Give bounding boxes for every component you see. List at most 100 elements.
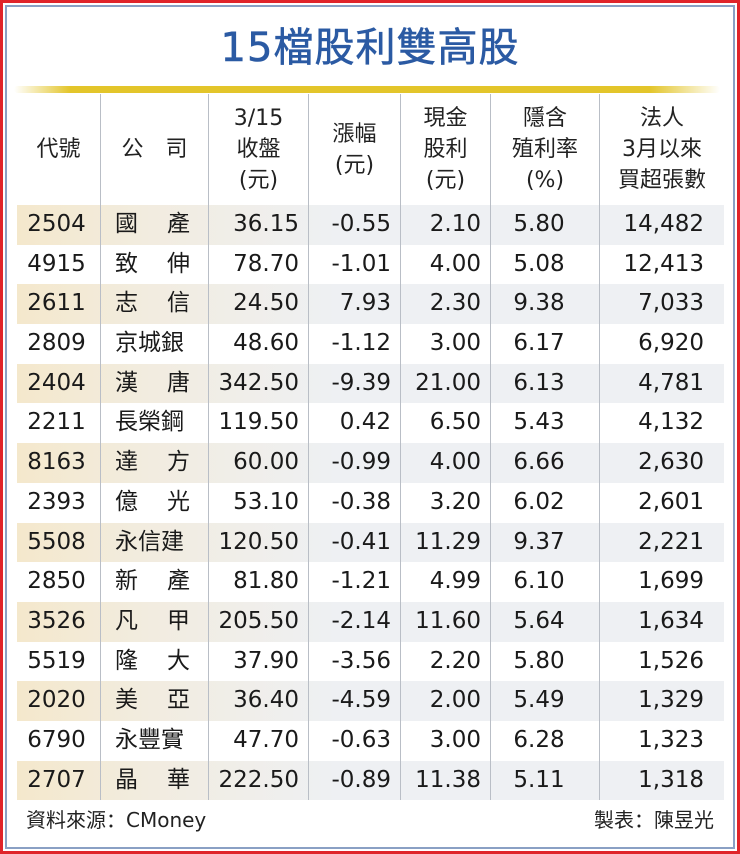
table-row: 2404 漢唐 342.50 -9.39 21.00 6.13 4,781 (17, 363, 724, 404)
price-change: -0.63 (308, 720, 400, 761)
institutional-net-buy: 1,329 (599, 681, 724, 721)
company-char: 國 (115, 211, 138, 237)
company-char: 產 (167, 568, 190, 595)
stock-code: 3526 (27, 607, 86, 634)
table-row: 2020 美亞 36.40 -4.59 2.00 5.49 1,329 (17, 681, 724, 721)
close-price: 36.15 (208, 205, 308, 245)
table-row: 2504 國產 36.15 -0.55 2.10 5.80 14,482 (17, 205, 724, 245)
institutional-net-buy: 2,601 (599, 482, 724, 523)
stock-code: 2504 (27, 211, 86, 237)
institutional-net-buy: 4,781 (599, 363, 724, 404)
dividend-yield: 6.66 (490, 443, 599, 483)
company-text: 永信建 (115, 528, 184, 555)
close-price: 222.50 (208, 760, 308, 801)
dividend-yield: 6.13 (490, 363, 599, 404)
price-change: 7.93 (308, 284, 400, 325)
cash-dividend: 21.00 (400, 363, 490, 404)
company-name: 億光 (100, 482, 208, 523)
close-price: 205.50 (208, 601, 308, 642)
price-change: -0.89 (308, 760, 400, 801)
table-row: 5519 隆大 37.90 -3.56 2.20 5.80 1,526 (17, 641, 724, 682)
price-change: -0.55 (308, 205, 400, 245)
stock-code: 2404 (27, 369, 86, 396)
cash-dividend: 6.50 (400, 403, 490, 444)
company-char: 華 (167, 766, 190, 793)
dividend-yield: 5.11 (490, 760, 599, 801)
table-row: 4915 致伸 78.70 -1.01 4.00 5.08 12,413 (17, 244, 724, 285)
dividend-yield: 6.17 (490, 324, 599, 364)
stock-code: 5508 (27, 528, 86, 555)
institutional-net-buy: 1,318 (599, 760, 724, 801)
table-body: 2504 國產 36.15 -0.55 2.10 5.80 14,482 4915 致伸 78.7… (17, 205, 724, 801)
cash-dividend: 3.20 (400, 482, 490, 523)
company-char: 達 (115, 449, 138, 476)
close-price: 37.90 (208, 641, 308, 682)
company-char: 漢 (115, 369, 138, 396)
header-code: 代號 (36, 137, 81, 162)
cash-dividend: 11.29 (400, 522, 490, 563)
cash-dividend: 2.30 (400, 284, 490, 325)
dividend-yield: 5.43 (490, 403, 599, 444)
table-row: 6790 永豐實 47.70 -0.63 3.00 6.28 1,323 (17, 720, 724, 761)
dividend-yield: 5.64 (490, 601, 599, 642)
institutional-net-buy: 12,413 (599, 244, 724, 285)
company-char: 新 (115, 568, 138, 595)
title-underline (14, 86, 720, 93)
price-change: -1.01 (308, 244, 400, 285)
stock-code: 4915 (27, 250, 86, 277)
institutional-net-buy: 4,132 (599, 403, 724, 444)
institutional-net-buy: 7,033 (599, 284, 724, 325)
company-char: 光 (167, 488, 190, 515)
company-char: 志 (115, 290, 138, 317)
table-row: 2393 億光 53.10 -0.38 3.20 6.02 2,601 (17, 482, 724, 523)
stock-code: 2809 (27, 330, 86, 357)
cash-dividend: 4.99 (400, 562, 490, 602)
stock-code: 2611 (27, 290, 86, 317)
company-name: 晶華 (100, 760, 208, 801)
table-row: 2850 新產 81.80 -1.21 4.99 6.10 1,699 (17, 562, 724, 602)
price-change: -9.39 (308, 363, 400, 404)
table-row: 8163 達方 60.00 -0.99 4.00 6.66 2,630 (17, 443, 724, 483)
company-char: 隆 (115, 647, 138, 674)
price-change: -0.41 (308, 522, 400, 563)
company-text: 京城銀 (115, 330, 184, 357)
dividend-yield: 6.28 (490, 720, 599, 761)
cash-dividend: 2.10 (400, 205, 490, 245)
header-company: 公 司 (100, 94, 208, 205)
cash-dividend: 3.00 (400, 324, 490, 364)
institutional-net-buy: 1,323 (599, 720, 724, 761)
company-name: 漢唐 (100, 363, 208, 404)
header-yield: 隱含 殖利率 (%) (490, 94, 599, 205)
cash-dividend: 3.00 (400, 720, 490, 761)
stock-code: 2850 (27, 568, 86, 595)
company-name: 長榮鋼 (100, 403, 208, 444)
cash-dividend: 4.00 (400, 244, 490, 285)
institutional-net-buy: 14,482 (599, 205, 724, 245)
source-note: 資料來源：CMoney (26, 808, 207, 832)
stock-code: 2211 (27, 409, 86, 436)
table-row: 2211 長榮鋼 119.50 0.42 6.50 5.43 4,132 (17, 403, 724, 444)
institutional-net-buy: 6,920 (599, 324, 724, 364)
price-change: -4.59 (308, 681, 400, 721)
company-char: 億 (115, 488, 138, 515)
price-change: -1.21 (308, 562, 400, 602)
company-name: 京城銀 (100, 324, 208, 364)
close-price: 342.50 (208, 363, 308, 404)
cash-dividend: 2.20 (400, 641, 490, 682)
dividend-yield: 9.37 (490, 522, 599, 563)
cash-dividend: 4.00 (400, 443, 490, 483)
page-title: 15檔股利雙高股 (220, 25, 520, 72)
institutional-net-buy: 1,634 (599, 601, 724, 642)
close-price: 119.50 (208, 403, 308, 444)
dividend-yield: 5.80 (490, 641, 599, 682)
cash-dividend: 11.60 (400, 601, 490, 642)
table-row: 2611 志信 24.50 7.93 2.30 9.38 7,033 (17, 284, 724, 325)
company-name: 國產 (100, 205, 208, 245)
close-price: 120.50 (208, 522, 308, 563)
institutional-net-buy: 2,221 (599, 522, 724, 563)
company-char: 亞 (167, 687, 190, 714)
table-row: 2809 京城銀 48.60 -1.12 3.00 6.17 6,920 (17, 324, 724, 364)
stock-code: 6790 (27, 726, 86, 753)
header-dividend: 現金 股利 (元) (400, 94, 490, 205)
